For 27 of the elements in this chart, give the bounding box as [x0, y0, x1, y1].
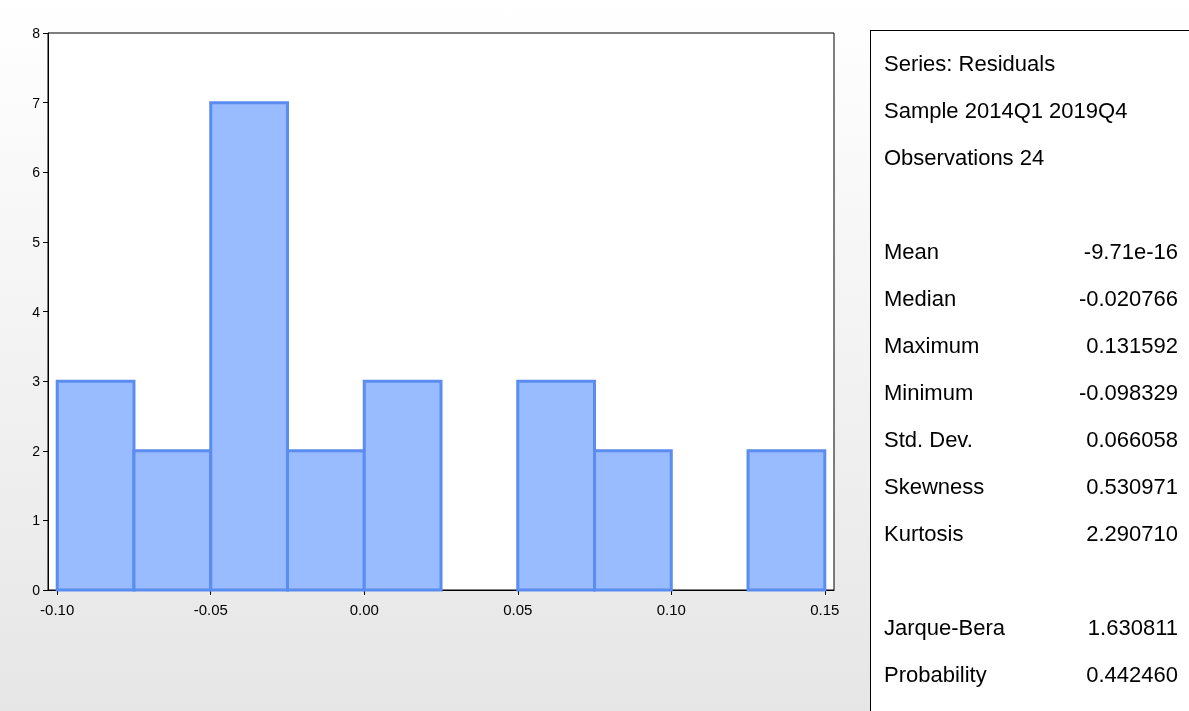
text: Observations 24 — [884, 145, 1046, 171]
text: Sample 2014Q1 2019Q4 — [884, 98, 1129, 124]
text: Median -0.020766 — [884, 286, 1178, 311]
y-tick-label: 2 — [32, 442, 41, 459]
x-tick-label: -0.05 — [193, 601, 228, 618]
text: Maximum 0.131592 — [884, 333, 1178, 358]
y-tick-label: 0 — [32, 582, 41, 598]
x-tick-label: 0.00 — [349, 601, 379, 618]
y-tick-label: 8 — [32, 25, 41, 41]
text: Skewness 0.530971 — [884, 474, 1178, 499]
text: Jarque-Bera 1.630811 — [884, 615, 1178, 640]
x-tick-label: -0.10 — [40, 601, 75, 618]
y-tick-label: 7 — [32, 94, 41, 111]
x-tick-label: 0.15 — [810, 601, 840, 618]
y-tick-label: 6 — [32, 164, 41, 181]
text: Mean -9.71e-16 — [884, 239, 1178, 264]
text: Kurtosis 2.290710 — [884, 521, 1178, 546]
text: Minimum -0.098329 — [884, 380, 1178, 405]
y-tick-label: 4 — [32, 303, 41, 320]
x-tick-label: 0.05 — [503, 601, 533, 618]
y-tick-label: 1 — [32, 512, 41, 529]
text: Std. Dev. 0.066058 — [884, 427, 1178, 452]
y-tick-label: 5 — [32, 233, 41, 250]
x-tick-label: 0.10 — [656, 601, 686, 618]
y-tick-label: 3 — [32, 373, 41, 390]
text: Probability 0.442460 — [884, 662, 1178, 687]
text: Series: Residuals — [884, 51, 1057, 77]
